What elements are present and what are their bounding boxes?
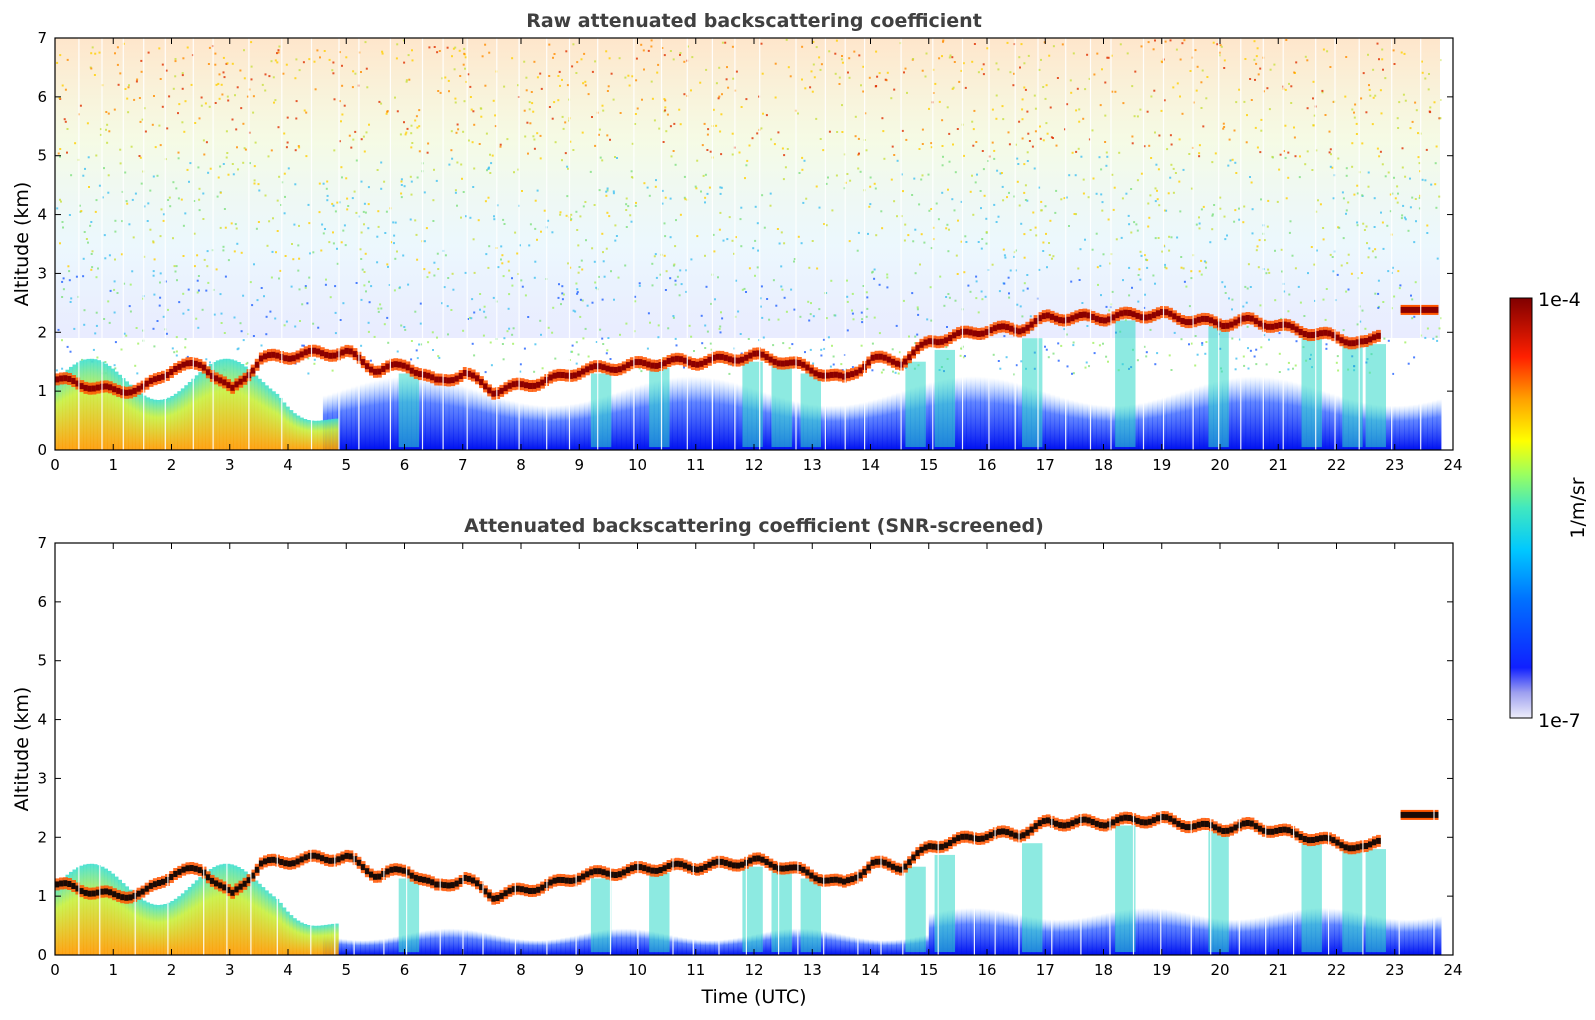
colorbar-unit-label: 1/m/sr — [1567, 477, 1589, 538]
x-tick-label: 12 — [744, 456, 763, 474]
x-tick-label: 20 — [1210, 456, 1229, 474]
x-tick-label: 14 — [861, 961, 880, 979]
x-tick-label: 11 — [686, 456, 705, 474]
y-tick-label: 0 — [37, 946, 47, 964]
x-tick-label: 17 — [1036, 456, 1055, 474]
x-tick-label: 23 — [1385, 961, 1404, 979]
x-tick-label: 21 — [1269, 456, 1288, 474]
colorbar-max-label: 1e-4 — [1538, 289, 1581, 311]
x-tick-label: 9 — [574, 456, 584, 474]
x-tick-label: 16 — [977, 456, 996, 474]
x-tick-label: 24 — [1443, 456, 1462, 474]
x-tick-label: 7 — [458, 961, 468, 979]
x-tick-label: 5 — [341, 456, 351, 474]
y-tick-label: 3 — [37, 769, 47, 787]
x-tick-label: 12 — [744, 961, 763, 979]
y-axis-screened: 0 1 2 3 4 5 6 7 — [37, 534, 1453, 964]
x-tick-label: 19 — [1152, 961, 1171, 979]
x-tick-label: 5 — [341, 961, 351, 979]
y-axis-label-screened: Altitude (km) — [11, 687, 33, 812]
x-tick-label: 0 — [50, 961, 60, 979]
colorbar-min-label: 1e-7 — [1538, 710, 1581, 732]
x-tick-label: 24 — [1443, 961, 1462, 979]
y-tick-label: 5 — [37, 147, 47, 165]
x-tick-label: 22 — [1327, 456, 1346, 474]
x-tick-label: 8 — [516, 456, 526, 474]
x-tick-label: 15 — [919, 456, 938, 474]
data-gaps-screened — [78, 543, 1453, 955]
data-gaps — [78, 38, 1453, 450]
panel-raw: Raw attenuated backscattering coefficien… — [11, 10, 1463, 474]
x-tick-label: 1 — [108, 456, 118, 474]
y-tick-label: 4 — [37, 206, 47, 224]
heatmap-raw — [55, 38, 1453, 450]
x-tick-label: 11 — [686, 961, 705, 979]
x-tick-label: 3 — [225, 456, 235, 474]
x-tick-label: 2 — [167, 961, 177, 979]
y-tick-label: 0 — [37, 441, 47, 459]
panel-screened: Attenuated backscattering coefficient (S… — [11, 515, 1463, 1008]
x-tick-label: 10 — [628, 456, 647, 474]
x-tick-label: 3 — [225, 961, 235, 979]
x-tick-label: 0 — [50, 456, 60, 474]
x-tick-label: 21 — [1269, 961, 1288, 979]
x-tick-label: 18 — [1094, 961, 1113, 979]
x-axis-screened: 0 1 2 3 4 5 6 7 8 9 10 11 12 13 14 15 16 17 18 19 20 21 22 23 24 — [50, 543, 1463, 979]
colorbar: 1e-4 1e-7 1/m/sr — [1509, 289, 1589, 732]
panel-title-screened: Attenuated backscattering coefficient (S… — [464, 515, 1044, 537]
noise-background — [55, 38, 1440, 338]
y-tick-label: 6 — [37, 88, 47, 106]
x-tick-label: 13 — [803, 961, 822, 979]
x-tick-label: 2 — [167, 456, 177, 474]
y-tick-label: 2 — [37, 323, 47, 341]
heatmap-screened — [55, 543, 1453, 955]
x-tick-label: 22 — [1327, 961, 1346, 979]
aerosol-layer-screened — [55, 825, 1386, 955]
aerosol-layer — [55, 320, 1386, 450]
x-tick-label: 13 — [803, 456, 822, 474]
x-tick-label: 10 — [628, 961, 647, 979]
x-axis-label: Time (UTC) — [700, 986, 806, 1008]
x-tick-label: 8 — [516, 961, 526, 979]
cloud-layer-screened — [55, 809, 1439, 905]
x-tick-label: 23 — [1385, 456, 1404, 474]
colorbar-gradient — [1509, 297, 1533, 719]
x-tick-label: 9 — [574, 961, 584, 979]
y-tick-label: 1 — [37, 382, 47, 400]
x-tick-label: 6 — [400, 456, 410, 474]
y-tick-label: 5 — [37, 652, 47, 670]
x-tick-label: 4 — [283, 961, 293, 979]
x-tick-label: 15 — [919, 961, 938, 979]
x-tick-label: 16 — [977, 961, 996, 979]
y-tick-label: 1 — [37, 887, 47, 905]
y-tick-label: 6 — [37, 593, 47, 611]
y-tick-label: 7 — [37, 29, 47, 47]
x-tick-label: 18 — [1094, 456, 1113, 474]
x-tick-label: 6 — [400, 961, 410, 979]
x-tick-label: 19 — [1152, 456, 1171, 474]
x-tick-label: 14 — [861, 456, 880, 474]
y-tick-label: 3 — [37, 264, 47, 282]
y-axis-label-raw: Altitude (km) — [11, 182, 33, 307]
x-tick-label: 17 — [1036, 961, 1055, 979]
x-tick-label: 4 — [283, 456, 293, 474]
y-tick-label: 7 — [37, 534, 47, 552]
x-tick-label: 7 — [458, 456, 468, 474]
panel-title-raw: Raw attenuated backscattering coefficien… — [526, 10, 982, 32]
x-tick-label: 1 — [108, 961, 118, 979]
y-axis-raw: 0 1 2 3 4 5 6 7 — [37, 29, 1453, 459]
y-tick-label: 4 — [37, 711, 47, 729]
x-tick-label: 20 — [1210, 961, 1229, 979]
y-tick-label: 2 — [37, 828, 47, 846]
x-axis-raw: 0 1 2 3 4 5 6 7 8 9 10 11 12 13 14 15 16 17 18 19 20 21 22 23 24 — [50, 38, 1463, 474]
